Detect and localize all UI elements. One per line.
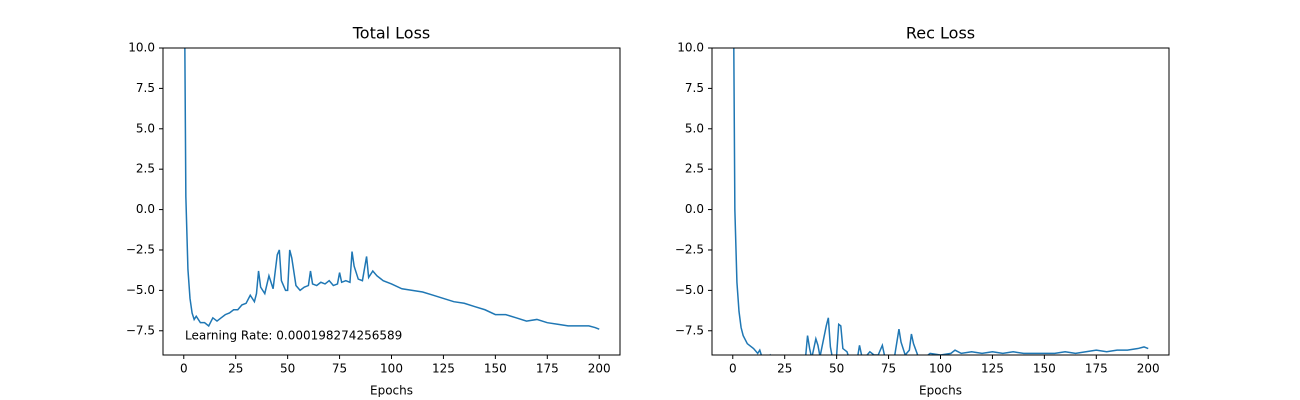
x-tick-label: 175	[536, 362, 559, 376]
x-tick-label: 125	[981, 362, 1004, 376]
y-tick-label: 5.0	[685, 121, 704, 135]
x-tick-label: 150	[1033, 362, 1056, 376]
x-tick-label: 75	[332, 362, 347, 376]
y-tick-label: 2.5	[136, 162, 155, 176]
y-tick-label: 0.0	[136, 202, 155, 216]
x-axis-label: Epochs	[370, 384, 413, 398]
y-tick-label: −5.0	[126, 283, 155, 297]
chart-title: Total Loss	[352, 24, 431, 43]
y-tick-label: −7.5	[675, 323, 704, 337]
loss-line	[733, 48, 1149, 355]
x-tick-label: 0	[180, 362, 188, 376]
loss-line	[184, 48, 600, 330]
annotation: Learning Rate: 0.000198274256589	[185, 329, 402, 343]
x-tick-label: 200	[588, 362, 611, 376]
plot: 0 25 50 75 100 125 150 175 200 −7.5 −5.0 −2.5 0.0 2.5…	[675, 24, 1170, 398]
y-tick-label: 2.5	[685, 162, 704, 176]
x-tick-label: 25	[777, 362, 792, 376]
plot: 0 25 50 75 100 125 150 175 200 −7.5 −5.0 −2.5 0.0 2.5…	[126, 24, 621, 398]
y-tick-label: 7.5	[685, 81, 704, 95]
x-tick-label: 150	[484, 362, 507, 376]
x-tick-label: 50	[280, 362, 295, 376]
y-tick-label: 10.0	[677, 41, 704, 55]
y-tick-label: 10.0	[128, 41, 155, 55]
y-tick-label: 0.0	[685, 202, 704, 216]
x-tick-label: 100	[929, 362, 952, 376]
x-tick-label: 100	[380, 362, 403, 376]
x-tick-label: 0	[729, 362, 737, 376]
x-tick-label: 75	[881, 362, 896, 376]
x-tick-label: 50	[829, 362, 844, 376]
x-tick-label: 175	[1085, 362, 1108, 376]
y-tick-label: 5.0	[136, 121, 155, 135]
y-tick-label: −2.5	[126, 242, 155, 256]
x-tick-label: 125	[432, 362, 455, 376]
x-axis-label: Epochs	[919, 384, 962, 398]
x-tick-label: 25	[228, 362, 243, 376]
y-tick-label: −7.5	[126, 323, 155, 337]
chart-title: Rec Loss	[906, 24, 975, 43]
y-tick-label: −2.5	[675, 242, 704, 256]
x-tick-label: 200	[1137, 362, 1160, 376]
y-tick-label: −5.0	[675, 283, 704, 297]
y-tick-label: 7.5	[136, 81, 155, 95]
